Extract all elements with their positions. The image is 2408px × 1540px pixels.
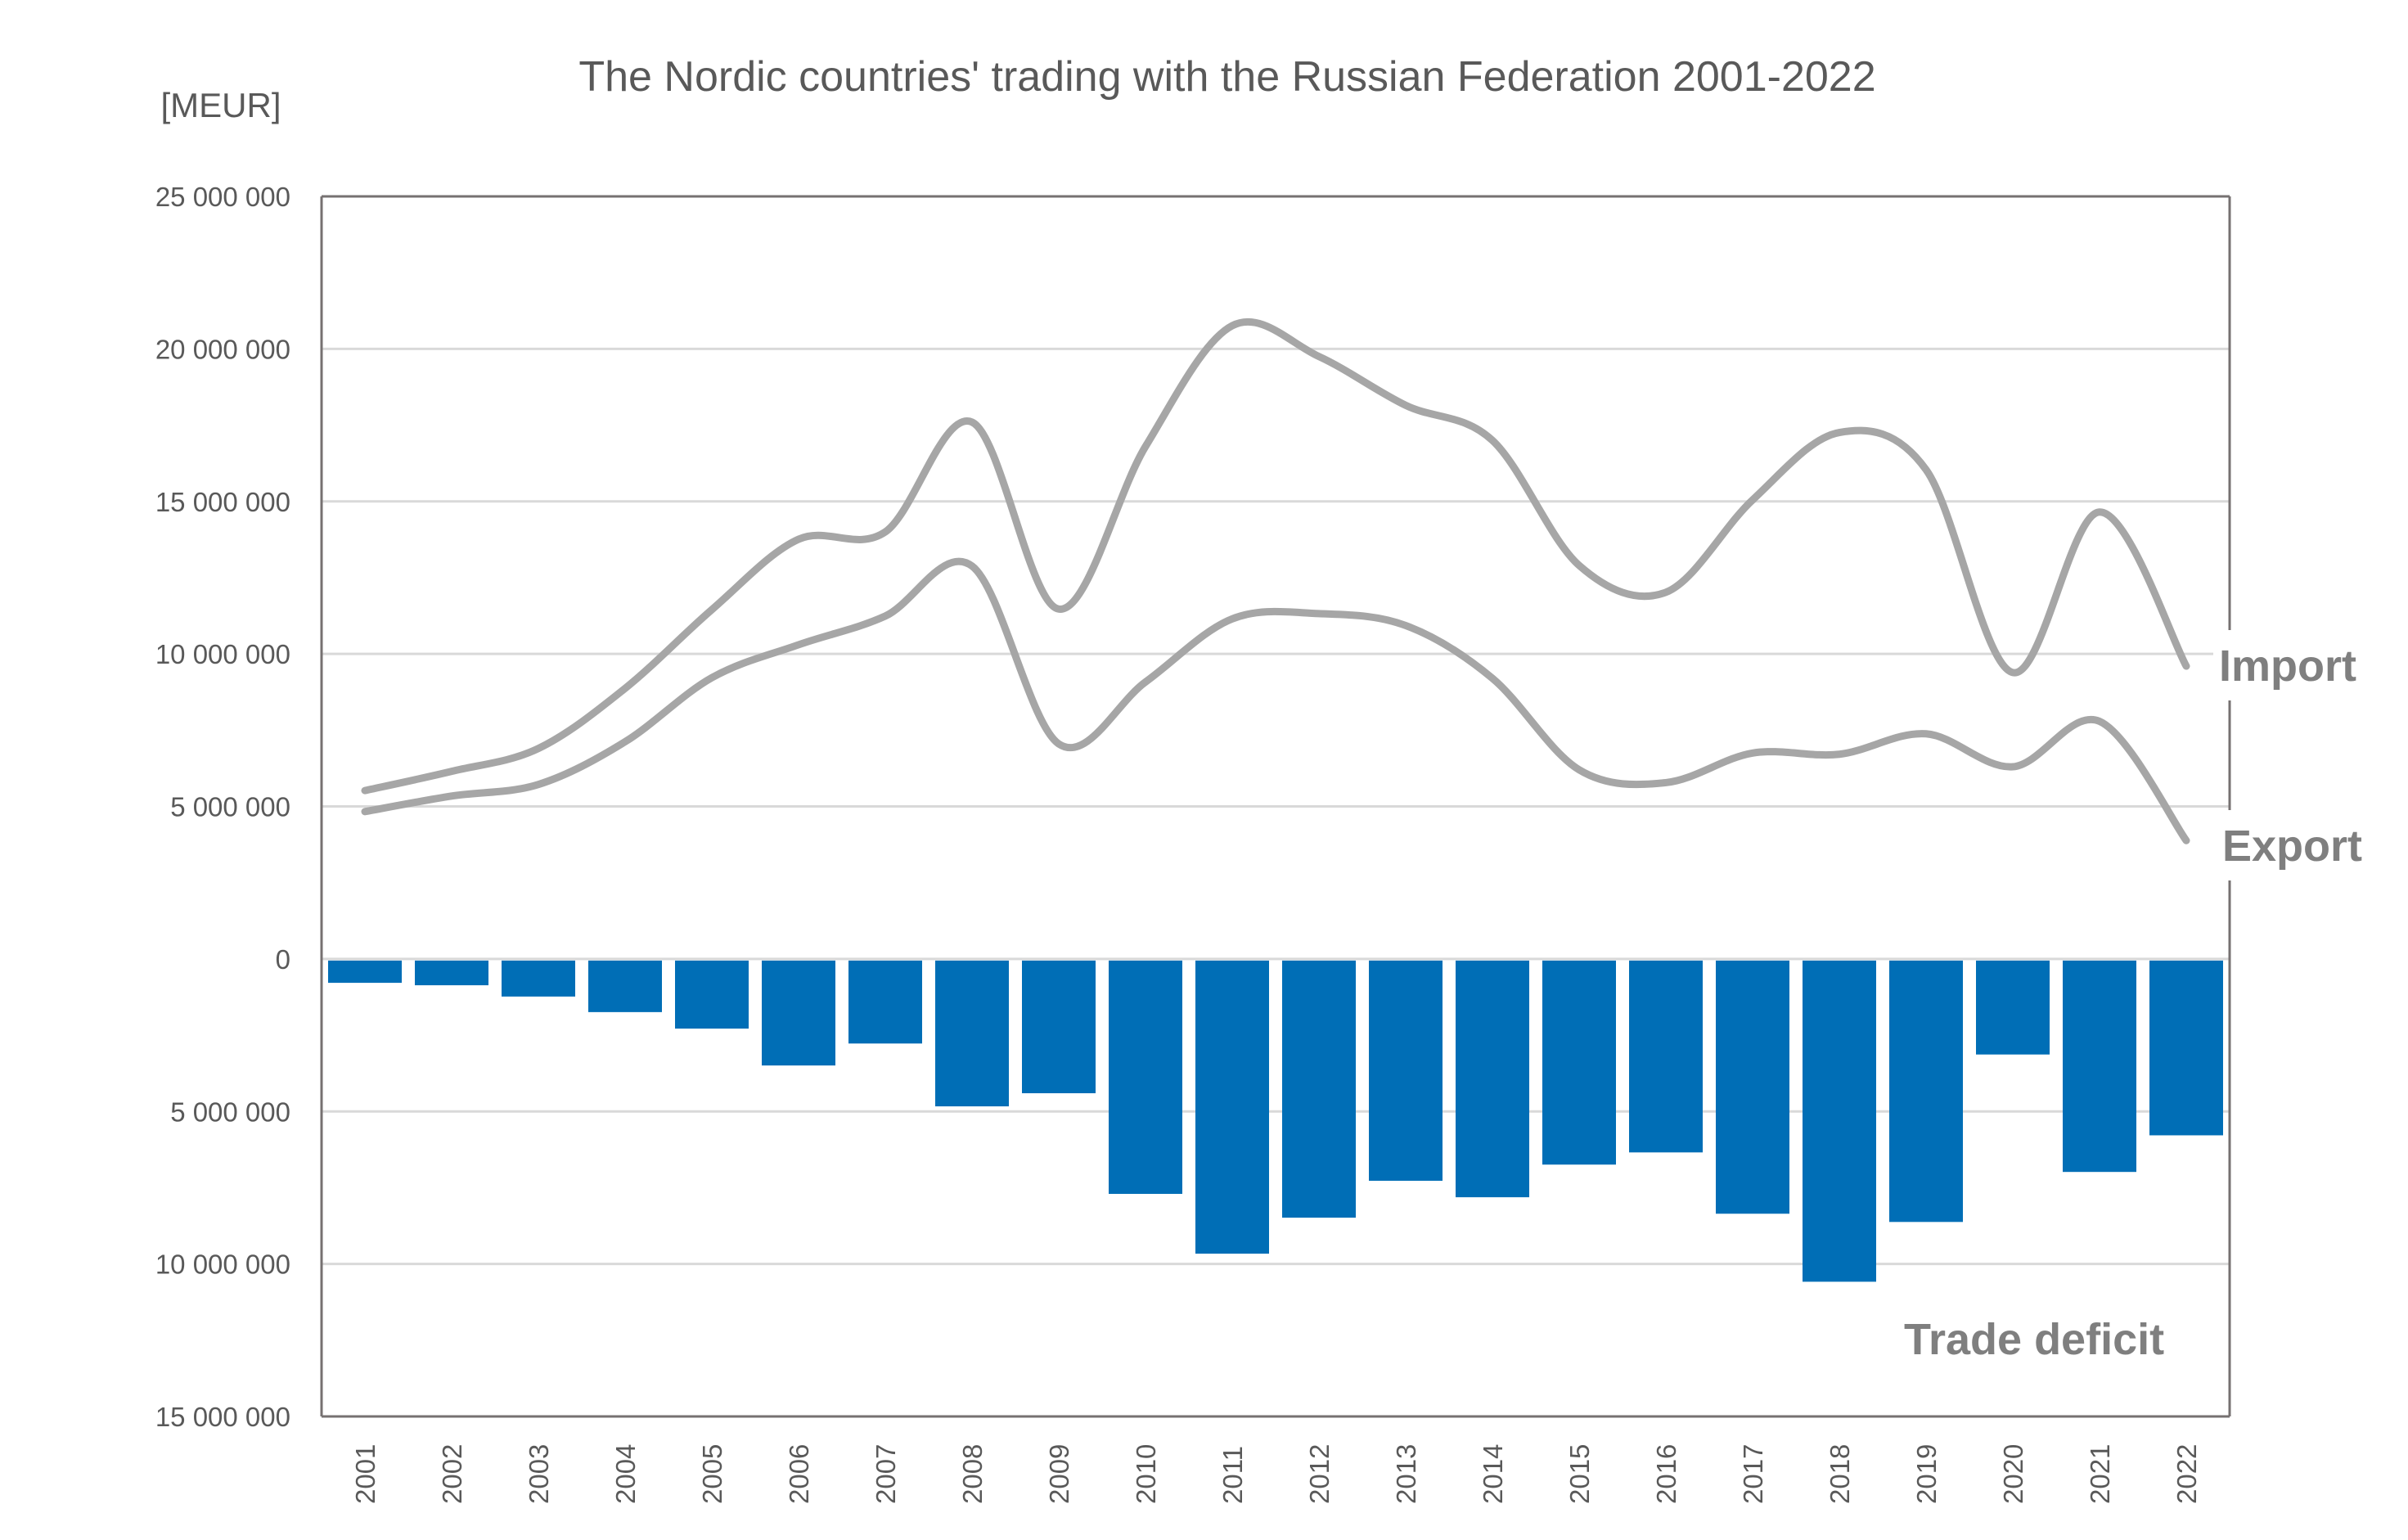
bar-trade-deficit-2015 — [1542, 960, 1616, 1165]
line-export — [361, 557, 2190, 844]
gridlines — [322, 347, 2230, 1266]
bar-trade-deficit-2016 — [1629, 960, 1703, 1153]
y-tick-label: 15 000 000 — [155, 487, 290, 517]
bar-trade-deficit-2004 — [588, 960, 662, 1012]
bar-trade-deficit-2012 — [1282, 960, 1356, 1218]
bar-trade-deficit-2007 — [848, 960, 922, 1044]
lines — [361, 317, 2190, 844]
bar-trade-deficit-2021 — [2063, 960, 2136, 1173]
x-tick-label-2020: 2020 — [1998, 1444, 2028, 1504]
y-tick-label: 5 000 000 — [170, 1096, 290, 1127]
x-tick-label-2004: 2004 — [610, 1444, 641, 1504]
x-tick-label-2011: 2011 — [1218, 1446, 1248, 1504]
x-tick-label-2005: 2005 — [697, 1444, 727, 1504]
x-tick-label-2008: 2008 — [957, 1444, 988, 1504]
y-tick-label: 15 000 000 — [155, 1402, 290, 1432]
bar-trade-deficit-2019 — [1889, 960, 1963, 1223]
x-tick-label-2015: 2015 — [1564, 1444, 1595, 1504]
x-tick-label-2009: 2009 — [1044, 1444, 1074, 1504]
bar-trade-deficit-2003 — [502, 960, 575, 997]
x-tick-label-2007: 2007 — [871, 1444, 901, 1504]
y-tick-label: 0 — [276, 944, 290, 975]
y-tick-label: 25 000 000 — [155, 182, 290, 212]
bars-trade-deficit — [328, 960, 2223, 1282]
bar-trade-deficit-2017 — [1716, 960, 1789, 1214]
bar-trade-deficit-2008 — [935, 960, 1009, 1107]
export-series-label: Export — [2222, 822, 2362, 871]
bar-trade-deficit-2002 — [415, 960, 488, 986]
import-series-label: Import — [2219, 642, 2356, 691]
line-import — [361, 317, 2190, 795]
x-tick-label-2001: 2001 — [350, 1444, 380, 1504]
x-tick-label-2018: 2018 — [1825, 1444, 1855, 1504]
axes — [320, 195, 2231, 1418]
bar-trade-deficit-2005 — [675, 960, 749, 1029]
y-axis-unit-label: [MEUR] — [161, 86, 281, 124]
bar-trade-deficit-2014 — [1456, 960, 1529, 1198]
x-tick-label-2012: 2012 — [1304, 1444, 1335, 1504]
x-tick-label-2019: 2019 — [1911, 1444, 1942, 1504]
bar-trade-deficit-2006 — [762, 960, 835, 1066]
y-tick-label: 10 000 000 — [155, 1250, 290, 1280]
x-tick-labels: 2001 2002 2003 2004 2005 2006 2007 2008 2009 2010… — [350, 1444, 2202, 1504]
x-tick-label-2022: 2022 — [2172, 1444, 2202, 1504]
bar-trade-deficit-2009 — [1022, 960, 1096, 1094]
y-tick-label: 5 000 000 — [170, 792, 290, 822]
bar-trade-deficit-2020 — [1976, 960, 2050, 1055]
bar-trade-deficit-2013 — [1369, 960, 1443, 1182]
x-tick-label-2003: 2003 — [524, 1444, 554, 1504]
chart-title: The Nordic countries' trading with the R… — [578, 53, 1875, 101]
x-tick-label-2021: 2021 — [2085, 1444, 2115, 1504]
x-tick-label-2006: 2006 — [784, 1444, 814, 1504]
x-tick-label-2017: 2017 — [1738, 1444, 1768, 1504]
bar-trade-deficit-2001 — [328, 960, 402, 984]
y-tick-labels: 25 000 000 20 000 000 15 000 000 10 000 000… — [155, 182, 290, 1432]
bar-trade-deficit-2011 — [1195, 960, 1269, 1254]
bar-trade-deficit-2010 — [1109, 960, 1182, 1195]
trade-deficit-label: Trade deficit — [1904, 1315, 2164, 1364]
x-tick-label-2010: 2010 — [1131, 1444, 1161, 1504]
bar-trade-deficit-2018 — [1803, 960, 1876, 1282]
y-tick-label: 20 000 000 — [155, 334, 290, 364]
x-tick-label-2014: 2014 — [1478, 1444, 1508, 1504]
import-label-background — [2213, 630, 2377, 700]
y-tick-label: 10 000 000 — [155, 639, 290, 669]
x-tick-label-2002: 2002 — [437, 1444, 467, 1504]
export-label-background — [2213, 810, 2377, 880]
x-tick-label-2013: 2013 — [1391, 1444, 1421, 1504]
bar-trade-deficit-2022 — [2149, 960, 2223, 1136]
x-tick-label-2016: 2016 — [1651, 1444, 1681, 1504]
